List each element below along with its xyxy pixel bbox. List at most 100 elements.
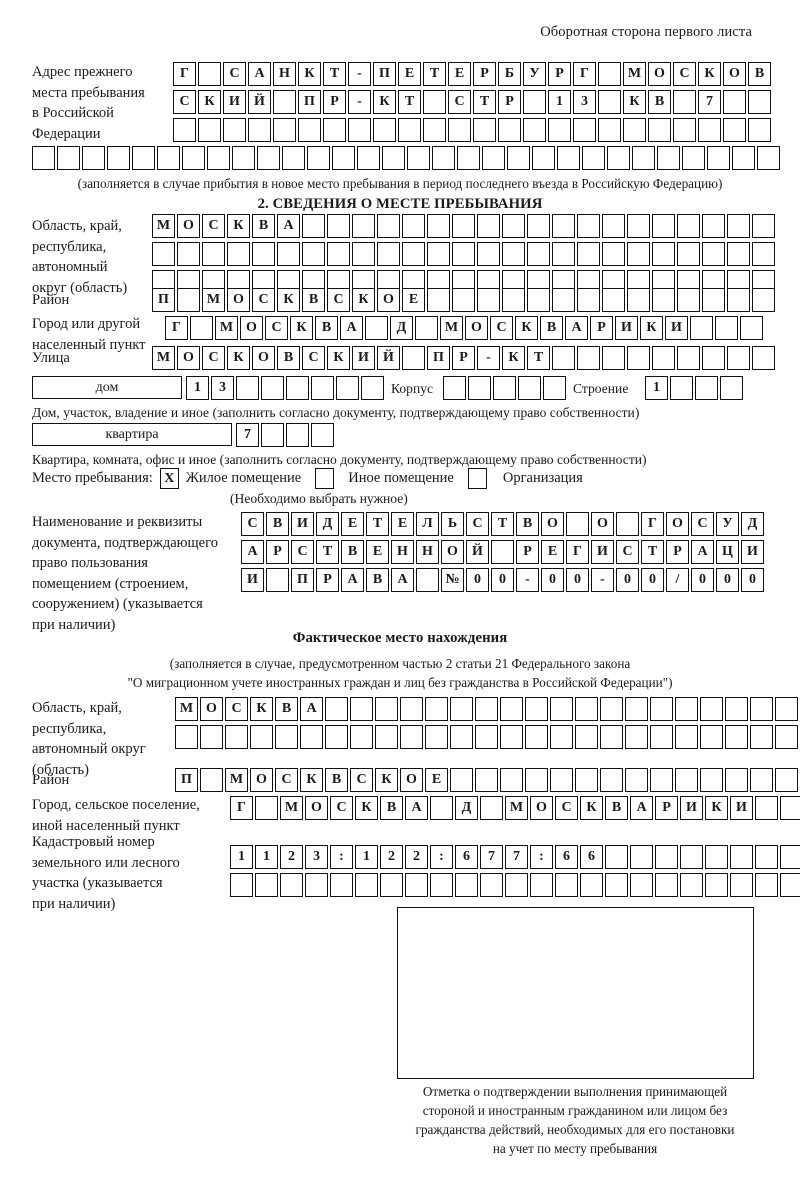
char-cell[interactable] [236, 376, 259, 400]
char-cell[interactable]: С [330, 796, 353, 820]
char-cell[interactable]: С [466, 512, 489, 536]
char-cell[interactable] [377, 242, 400, 266]
char-cell[interactable] [286, 376, 309, 400]
char-cell[interactable]: В [366, 568, 389, 592]
char-cell[interactable]: В [325, 768, 348, 792]
char-cell[interactable]: 2 [405, 845, 428, 869]
char-cell[interactable] [330, 873, 353, 897]
char-cell[interactable] [357, 146, 380, 170]
char-cell[interactable] [202, 242, 225, 266]
char-cell[interactable] [752, 288, 775, 312]
char-cell[interactable] [407, 146, 430, 170]
char-cell[interactable] [748, 90, 771, 114]
char-cell[interactable]: Г [230, 796, 253, 820]
char-cell[interactable] [748, 118, 771, 142]
char-cell[interactable] [298, 118, 321, 142]
char-cell[interactable] [740, 316, 763, 340]
char-cell[interactable]: О [591, 512, 614, 536]
char-cell[interactable]: С [691, 512, 714, 536]
char-cell[interactable] [720, 376, 743, 400]
char-cell[interactable]: К [640, 316, 663, 340]
char-cell[interactable] [107, 146, 130, 170]
char-cell[interactable] [275, 725, 298, 749]
char-cell[interactable]: Ь [441, 512, 464, 536]
char-cell[interactable]: Д [316, 512, 339, 536]
char-cell[interactable] [750, 725, 773, 749]
char-cell[interactable] [625, 697, 648, 721]
char-cell[interactable] [457, 146, 480, 170]
char-cell[interactable] [598, 62, 621, 86]
char-cell[interactable] [200, 768, 223, 792]
char-cell[interactable] [375, 725, 398, 749]
char-cell[interactable] [655, 845, 678, 869]
char-cell[interactable]: О [227, 288, 250, 312]
char-cell[interactable] [727, 346, 750, 370]
char-cell[interactable]: Г [165, 316, 188, 340]
char-cell[interactable]: Т [366, 512, 389, 536]
char-cell[interactable]: О [441, 540, 464, 564]
char-cell[interactable] [425, 725, 448, 749]
char-cell[interactable]: С [173, 90, 196, 114]
char-cell[interactable] [552, 242, 575, 266]
char-cell[interactable] [332, 146, 355, 170]
char-cell[interactable]: 1 [548, 90, 571, 114]
char-cell[interactable]: 0 [616, 568, 639, 592]
char-cell[interactable] [577, 346, 600, 370]
char-cell[interactable]: К [623, 90, 646, 114]
char-cell[interactable]: А [277, 214, 300, 238]
char-cell[interactable] [575, 725, 598, 749]
char-cell[interactable] [600, 697, 623, 721]
char-cell[interactable]: 0 [466, 568, 489, 592]
char-cell[interactable]: К [277, 288, 300, 312]
char-cell[interactable] [405, 873, 428, 897]
char-cell[interactable] [423, 90, 446, 114]
char-cell[interactable]: В [516, 512, 539, 536]
char-cell[interactable] [730, 845, 753, 869]
char-cell[interactable]: К [698, 62, 721, 86]
char-cell[interactable]: С [302, 346, 325, 370]
char-cell[interactable] [677, 288, 700, 312]
char-cell[interactable]: С [223, 62, 246, 86]
char-cell[interactable] [632, 146, 655, 170]
char-cell[interactable]: О [305, 796, 328, 820]
char-cell[interactable] [630, 845, 653, 869]
char-cell[interactable]: С [291, 540, 314, 564]
char-cell[interactable]: Д [390, 316, 413, 340]
char-cell[interactable]: М [623, 62, 646, 86]
char-cell[interactable] [605, 873, 628, 897]
char-cell[interactable]: Д [741, 512, 764, 536]
char-cell[interactable] [573, 118, 596, 142]
char-cell[interactable]: С [448, 90, 471, 114]
char-cell[interactable] [380, 873, 403, 897]
char-cell[interactable] [132, 146, 155, 170]
char-cell[interactable]: И [730, 796, 753, 820]
char-cell[interactable] [780, 796, 800, 820]
char-cell[interactable]: В [275, 697, 298, 721]
char-cell[interactable]: В [252, 214, 275, 238]
char-cell[interactable] [82, 146, 105, 170]
char-cell[interactable]: 1 [645, 376, 668, 400]
char-cell[interactable] [491, 540, 514, 564]
char-cell[interactable]: М [152, 346, 175, 370]
char-cell[interactable]: Г [641, 512, 664, 536]
char-cell[interactable] [373, 118, 396, 142]
char-cell[interactable] [325, 725, 348, 749]
char-cell[interactable]: К [580, 796, 603, 820]
char-cell[interactable]: 3 [211, 376, 234, 400]
char-cell[interactable]: О [723, 62, 746, 86]
char-cell[interactable] [550, 697, 573, 721]
char-cell[interactable]: В [748, 62, 771, 86]
char-cell[interactable] [430, 873, 453, 897]
char-cell[interactable] [552, 214, 575, 238]
char-cell[interactable] [266, 568, 289, 592]
flat-number-row[interactable]: 7 [236, 423, 334, 447]
char-cell[interactable] [675, 725, 698, 749]
char-cell[interactable] [375, 697, 398, 721]
char-cell[interactable] [575, 768, 598, 792]
char-cell[interactable] [305, 873, 328, 897]
char-cell[interactable] [230, 873, 253, 897]
char-cell[interactable]: Р [316, 568, 339, 592]
